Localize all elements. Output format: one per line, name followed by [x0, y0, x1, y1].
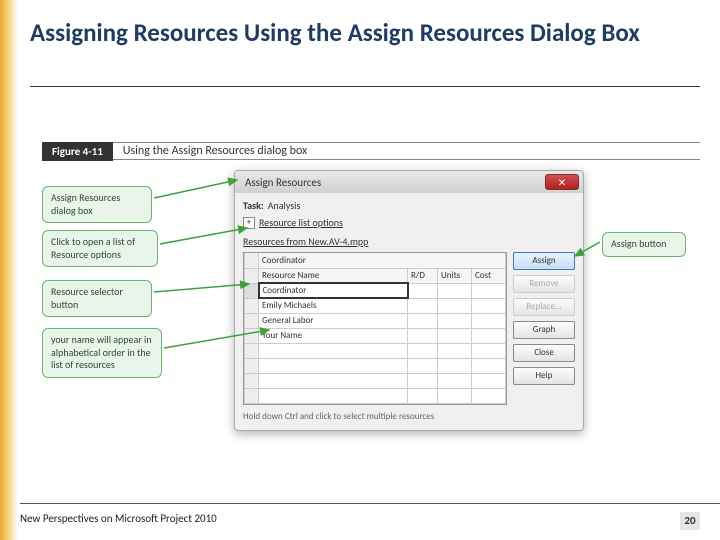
callout-assign-button: Assign button — [602, 232, 686, 257]
figure-number: Figure 4-11 — [42, 142, 113, 161]
resources-from-row: Resources from New.AV-4.mpp — [243, 235, 575, 248]
resource-grid[interactable]: Coordinator Resource Name R/D Units Cost — [243, 252, 507, 405]
col-selector — [245, 253, 259, 268]
callout-selector-button: Resource selector button — [42, 280, 152, 317]
expand-icon[interactable]: + — [243, 217, 255, 229]
close-icon[interactable]: ✕ — [545, 174, 579, 190]
dialog-hint: Hold down Ctrl and click to select multi… — [243, 411, 575, 422]
table-row[interactable] — [245, 343, 506, 358]
resource-list-options-label: Resource list options — [259, 216, 343, 229]
dialog-body: Task: Analysis + Resource list options R… — [235, 193, 583, 430]
table-row[interactable] — [245, 373, 506, 388]
table-row[interactable] — [245, 388, 506, 403]
close-button[interactable]: Close — [513, 344, 575, 362]
assign-button[interactable]: Assign — [513, 252, 575, 270]
table-row[interactable]: Coordinator — [245, 283, 506, 298]
footer-text: New Perspectives on Microsoft Project 20… — [20, 512, 217, 530]
footer-rule — [20, 503, 720, 504]
col-super-name: Coordinator — [259, 253, 506, 268]
header-rule — [30, 86, 700, 87]
cell-name[interactable]: Coordinator — [259, 283, 408, 298]
task-row: Task: Analysis — [243, 199, 575, 212]
figure-area: Assign Resources dialog box Click to ope… — [42, 170, 700, 440]
dialog-title-text: Assign Resources — [245, 176, 321, 189]
table-row[interactable]: General Labor — [245, 313, 506, 328]
task-label: Task: — [243, 199, 264, 212]
figure-wrap: Figure 4-11 Using the Assign Resources d… — [42, 140, 700, 440]
figure-caption: Using the Assign Resources dialog box — [113, 142, 700, 160]
table-row[interactable]: Emily Michaels — [245, 298, 506, 313]
resource-list-options-row[interactable]: + Resource list options — [243, 216, 575, 229]
slide-title: Assigning Resources Using the Assign Res… — [30, 18, 700, 49]
figure-label-bar: Figure 4-11 Using the Assign Resources d… — [42, 140, 700, 162]
assign-resources-dialog: Assign Resources ✕ Task: Analysis + Reso… — [234, 170, 584, 431]
dialog-titlebar[interactable]: Assign Resources ✕ — [235, 171, 583, 193]
cell-name[interactable]: Emily Michaels — [259, 298, 408, 313]
page-number: 20 — [680, 512, 700, 530]
grid-pane: Coordinator Resource Name R/D Units Cost — [243, 252, 575, 405]
cell-name[interactable]: General Labor — [259, 313, 408, 328]
col-selector-h — [245, 268, 259, 283]
graph-button[interactable]: Graph — [513, 321, 575, 339]
col-rd[interactable]: R/D — [408, 268, 438, 283]
col-cost[interactable]: Cost — [472, 268, 506, 283]
footer: New Perspectives on Microsoft Project 20… — [20, 512, 700, 530]
callout-your-name: your name will appear in alphabetical or… — [42, 328, 162, 378]
help-button[interactable]: Help — [513, 367, 575, 385]
col-resource-name[interactable]: Resource Name — [259, 268, 408, 283]
dialog-button-column: Assign Remove Replace... Graph Close Hel… — [513, 252, 575, 405]
cell-name[interactable]: Your Name — [259, 328, 408, 343]
task-value: Analysis — [268, 199, 301, 212]
replace-button[interactable]: Replace... — [513, 298, 575, 316]
table-row[interactable] — [245, 358, 506, 373]
left-accent-bar — [0, 0, 18, 540]
table-row[interactable]: Your Name — [245, 328, 506, 343]
col-units[interactable]: Units — [438, 268, 472, 283]
callout-dialog-box: Assign Resources dialog box — [42, 186, 152, 223]
slide-header: Assigning Resources Using the Assign Res… — [30, 18, 700, 49]
remove-button[interactable]: Remove — [513, 275, 575, 293]
grid-body: Coordinator Emily Michaels General Labor… — [245, 283, 506, 403]
callout-resource-options: Click to open a list of Resource options — [42, 230, 158, 267]
resources-from-label: Resources from New.AV-4.mpp — [243, 235, 368, 248]
